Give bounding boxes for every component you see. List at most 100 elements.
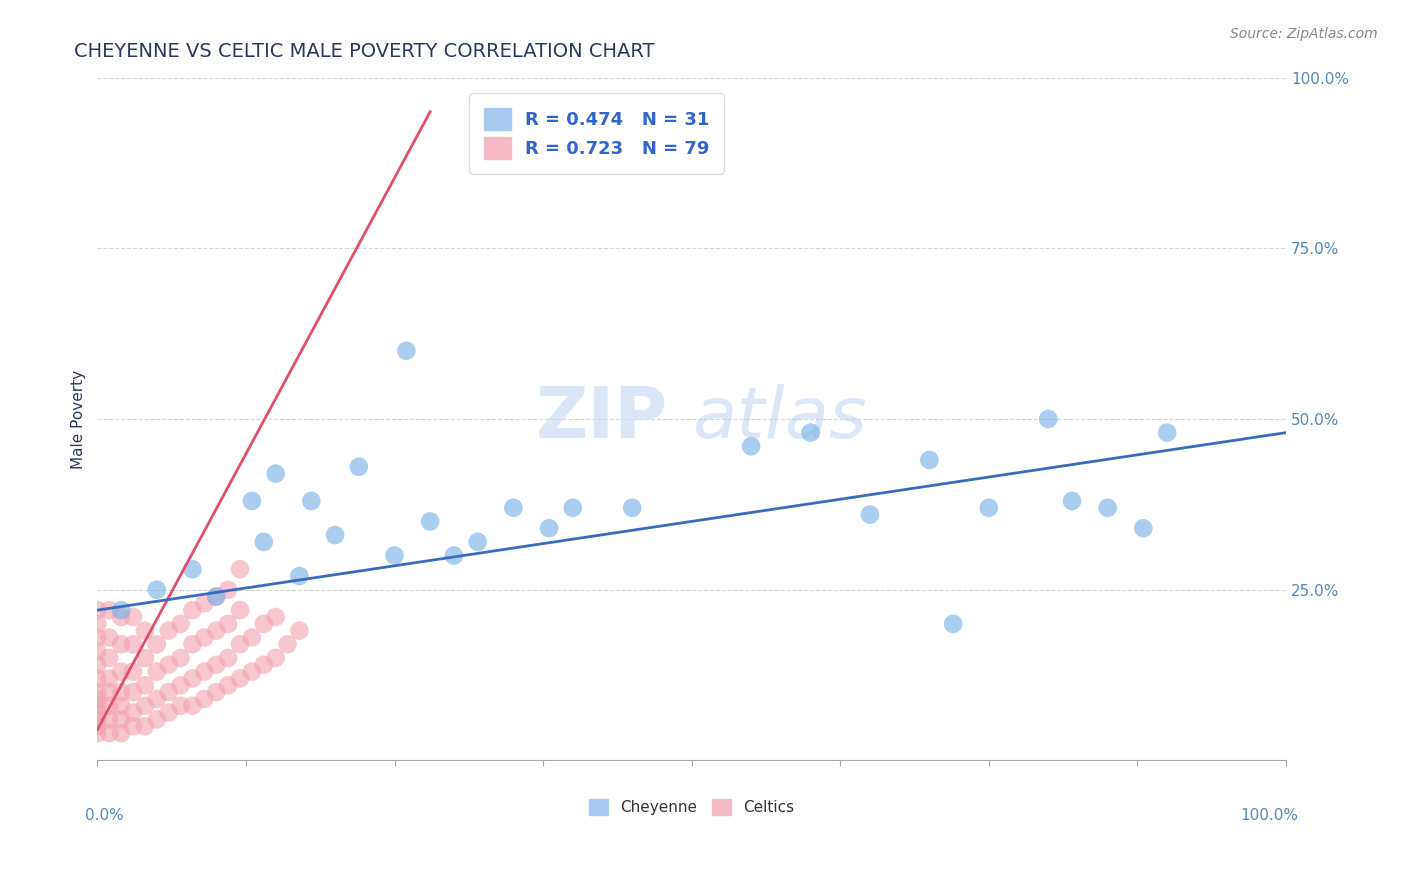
Point [193,665,215,679]
Point [86,698,108,713]
Point [122,719,145,733]
Point [181,562,204,576]
Point [205,657,228,672]
Point [240,494,263,508]
Point [942,616,965,631]
Point [157,657,180,672]
Point [217,678,239,692]
Point [98,698,121,713]
Point [157,706,180,720]
Point [110,713,132,727]
Point [1038,412,1060,426]
Point [1156,425,1178,440]
Point [181,637,204,651]
Point [253,657,276,672]
Point [110,698,132,713]
Point [86,692,108,706]
Text: ZIP: ZIP [536,384,668,453]
Point [264,651,287,665]
Y-axis label: Male Poverty: Male Poverty [72,369,86,468]
Point [86,603,108,617]
Point [240,665,263,679]
Point [134,678,156,692]
Point [537,521,560,535]
Point [86,719,108,733]
Point [86,726,108,740]
Point [86,657,108,672]
Point [1132,521,1154,535]
Point [443,549,465,563]
Point [110,685,132,699]
Point [122,685,145,699]
Point [98,651,121,665]
Point [740,439,762,453]
Point [229,637,252,651]
Point [98,726,121,740]
Point [169,616,191,631]
Point [122,706,145,720]
Point [122,637,145,651]
Point [86,644,108,658]
Point [217,616,239,631]
Point [217,582,239,597]
Point [395,343,418,358]
Point [86,706,108,720]
Point [181,672,204,686]
Point [253,616,276,631]
Point [621,500,644,515]
Point [146,692,169,706]
Text: 0.0%: 0.0% [86,808,124,823]
Point [217,651,239,665]
Point [110,665,132,679]
Text: CHEYENNE VS CELTIC MALE POVERTY CORRELATION CHART: CHEYENNE VS CELTIC MALE POVERTY CORRELAT… [73,42,654,61]
Point [157,624,180,638]
Point [98,713,121,727]
Legend: Cheyenne, Celtics: Cheyenne, Celtics [583,793,800,821]
Point [122,665,145,679]
Point [134,624,156,638]
Point [299,494,322,508]
Point [134,651,156,665]
Point [181,603,204,617]
Point [419,515,441,529]
Point [240,631,263,645]
Point [502,500,524,515]
Point [1097,500,1119,515]
Point [134,698,156,713]
Point [86,616,108,631]
Point [205,624,228,638]
Point [110,610,132,624]
Point [86,685,108,699]
Point [918,453,941,467]
Point [122,610,145,624]
Point [205,685,228,699]
Point [229,672,252,686]
Point [264,467,287,481]
Point [98,685,121,699]
Point [98,603,121,617]
Point [384,549,406,563]
Point [146,665,169,679]
Point [229,562,252,576]
Point [229,603,252,617]
Point [86,672,108,686]
Point [86,631,108,645]
Point [205,590,228,604]
Point [146,582,169,597]
Point [1060,494,1083,508]
Point [86,713,108,727]
Point [110,603,132,617]
Point [561,500,583,515]
Point [277,637,299,651]
Point [146,637,169,651]
Point [181,698,204,713]
Point [134,719,156,733]
Point [169,651,191,665]
Text: 100.0%: 100.0% [1240,808,1298,823]
Point [205,590,228,604]
Point [977,500,1000,515]
Point [146,713,169,727]
Point [347,459,370,474]
Point [288,624,311,638]
Text: Source: ZipAtlas.com: Source: ZipAtlas.com [1230,27,1378,41]
